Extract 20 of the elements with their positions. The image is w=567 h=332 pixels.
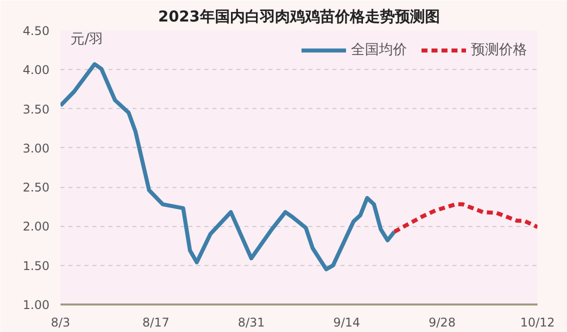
legend-label: 全国均价 — [351, 41, 407, 59]
y-tick-label: 2.00 — [22, 220, 50, 234]
y-tick-label: 4.00 — [22, 63, 50, 78]
x-tick-label: 8/17 — [142, 316, 170, 330]
line-series — [392, 202, 538, 234]
y-tick-label: 2.50 — [22, 180, 50, 195]
line-series — [60, 62, 396, 272]
x-tick-label: 8/3 — [50, 316, 70, 330]
chart-title: 2023年国内白羽肉鸡鸡苗价格走势预测图 — [158, 8, 440, 26]
y-tick-label: 1.50 — [22, 258, 50, 273]
x-tick-label: 9/28 — [428, 316, 456, 330]
x-tick-label: 8/31 — [238, 316, 265, 330]
y-tick-label: 1.00 — [22, 298, 50, 312]
y-tick-label: 3.00 — [22, 141, 50, 156]
legend-label: 预测价格 — [471, 41, 527, 59]
x-tick-label: 10/12 — [520, 316, 555, 330]
y-axis-title: 元/羽 — [70, 32, 104, 48]
y-tick-label: 3.50 — [22, 102, 50, 116]
x-tick-label: 9/14 — [333, 316, 360, 330]
y-tick-label: 4.50 — [22, 24, 50, 38]
